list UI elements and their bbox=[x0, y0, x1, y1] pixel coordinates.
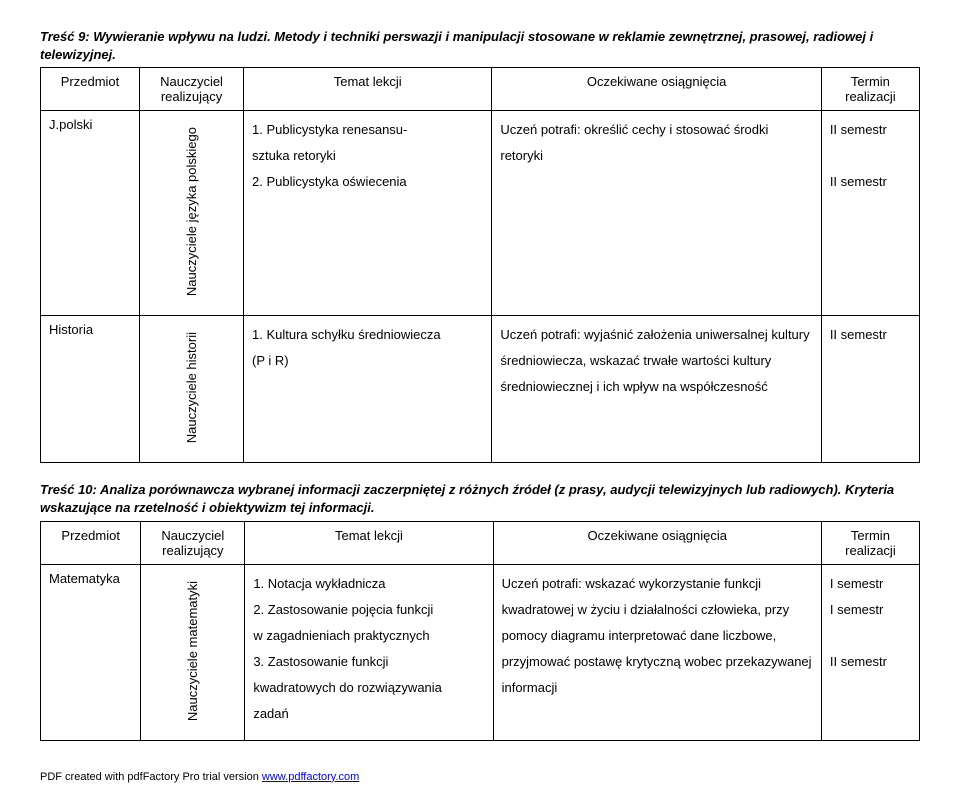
cell-term: I semestr I semestr II semestr bbox=[821, 564, 919, 740]
topic-line: sztuka retoryki bbox=[252, 143, 483, 169]
th-term: Termin realizacji bbox=[821, 521, 919, 564]
topic-line: (P i R) bbox=[252, 348, 483, 374]
teacher-label: Nauczyciele języka polskiego bbox=[184, 117, 200, 306]
topic-line: 2. Publicystyka oświecenia bbox=[252, 169, 483, 195]
section10-title: Treść 10: Analiza porównawcza wybranej i… bbox=[40, 481, 920, 516]
outcome-line: pomocy diagramu interpretować dane liczb… bbox=[502, 623, 813, 649]
th-outcome: Oczekiwane osiągnięcia bbox=[492, 68, 821, 111]
term-line: II semestr bbox=[830, 169, 911, 195]
topic-line: 1. Kultura schyłku średniowiecza bbox=[252, 322, 483, 348]
footer-text: PDF created with pdfFactory Pro trial ve… bbox=[40, 771, 262, 783]
th-subject: Przedmiot bbox=[41, 521, 141, 564]
table-row: Matematyka Nauczyciele matematyki 1. Not… bbox=[41, 564, 920, 740]
outcome-line: Uczeń potrafi: wyjaśnić założenia uniwer… bbox=[500, 322, 812, 348]
term-line bbox=[830, 143, 911, 169]
cell-outcome: Uczeń potrafi: określić cechy i stosować… bbox=[492, 111, 821, 316]
cell-topic: 1. Publicystyka renesansu- sztuka retory… bbox=[244, 111, 492, 316]
outcome-line: przyjmować postawę krytyczną wobec przek… bbox=[502, 649, 813, 675]
topic-line: 2. Zastosowanie pojęcia funkcji bbox=[253, 597, 484, 623]
cell-topic: 1. Kultura schyłku średniowiecza (P i R) bbox=[244, 316, 492, 463]
th-teacher: Nauczyciel realizujący bbox=[141, 521, 245, 564]
topic-line: kwadratowych do rozwiązywania bbox=[253, 675, 484, 701]
term-line bbox=[830, 623, 911, 649]
th-term: Termin realizacji bbox=[821, 68, 919, 111]
topic-line: 1. Publicystyka renesansu- bbox=[252, 117, 483, 143]
cell-subject: Matematyka bbox=[41, 564, 141, 740]
topic-line: w zagadnieniach praktycznych bbox=[253, 623, 484, 649]
outcome-line: średniowiecznej i ich wpływ na współczes… bbox=[500, 374, 812, 400]
cell-term: II semestr II semestr bbox=[821, 111, 919, 316]
term-line: I semestr bbox=[830, 571, 911, 597]
topic-line: zadań bbox=[253, 701, 484, 727]
term-line: I semestr bbox=[830, 597, 911, 623]
term-line: II semestr bbox=[830, 649, 911, 675]
th-outcome: Oczekiwane osiągnięcia bbox=[493, 521, 821, 564]
th-subject: Przedmiot bbox=[41, 68, 140, 111]
table-row: Historia Nauczyciele historii 1. Kultura… bbox=[41, 316, 920, 463]
section9-table: Przedmiot Nauczyciel realizujący Temat l… bbox=[40, 67, 920, 463]
outcome-line: Uczeń potrafi: określić cechy i stosować… bbox=[500, 117, 812, 169]
footer: PDF created with pdfFactory Pro trial ve… bbox=[40, 771, 920, 783]
table-row: J.polski Nauczyciele języka polskiego 1.… bbox=[41, 111, 920, 316]
cell-subject: Historia bbox=[41, 316, 140, 463]
th-teacher: Nauczyciel realizujący bbox=[140, 68, 244, 111]
cell-teacher: Nauczyciele historii bbox=[140, 316, 244, 463]
outcome-line: informacji bbox=[502, 675, 813, 701]
section9-title: Treść 9: Wywieranie wpływu na ludzi. Met… bbox=[40, 28, 920, 63]
topic-line: 1. Notacja wykładnicza bbox=[253, 571, 484, 597]
cell-outcome: Uczeń potrafi: wskazać wykorzystanie fun… bbox=[493, 564, 821, 740]
teacher-label: Nauczyciele matematyki bbox=[185, 571, 201, 731]
outcome-line: kwadratowej w życiu i działalności człow… bbox=[502, 597, 813, 623]
topic-line: 3. Zastosowanie funkcji bbox=[253, 649, 484, 675]
teacher-label: Nauczyciele historii bbox=[184, 322, 200, 453]
section10-table: Przedmiot Nauczyciel realizujący Temat l… bbox=[40, 521, 920, 741]
outcome-line: średniowiecza, wskazać trwałe wartości k… bbox=[500, 348, 812, 374]
cell-term: II semestr bbox=[821, 316, 919, 463]
term-line: II semestr bbox=[830, 322, 911, 348]
cell-subject: J.polski bbox=[41, 111, 140, 316]
term-line: II semestr bbox=[830, 117, 911, 143]
cell-topic: 1. Notacja wykładnicza 2. Zastosowanie p… bbox=[245, 564, 493, 740]
cell-teacher: Nauczyciele matematyki bbox=[141, 564, 245, 740]
cell-teacher: Nauczyciele języka polskiego bbox=[140, 111, 244, 316]
th-topic: Temat lekcji bbox=[245, 521, 493, 564]
footer-link[interactable]: www.pdffactory.com bbox=[262, 771, 359, 783]
outcome-line: Uczeń potrafi: wskazać wykorzystanie fun… bbox=[502, 571, 813, 597]
cell-outcome: Uczeń potrafi: wyjaśnić założenia uniwer… bbox=[492, 316, 821, 463]
th-topic: Temat lekcji bbox=[244, 68, 492, 111]
